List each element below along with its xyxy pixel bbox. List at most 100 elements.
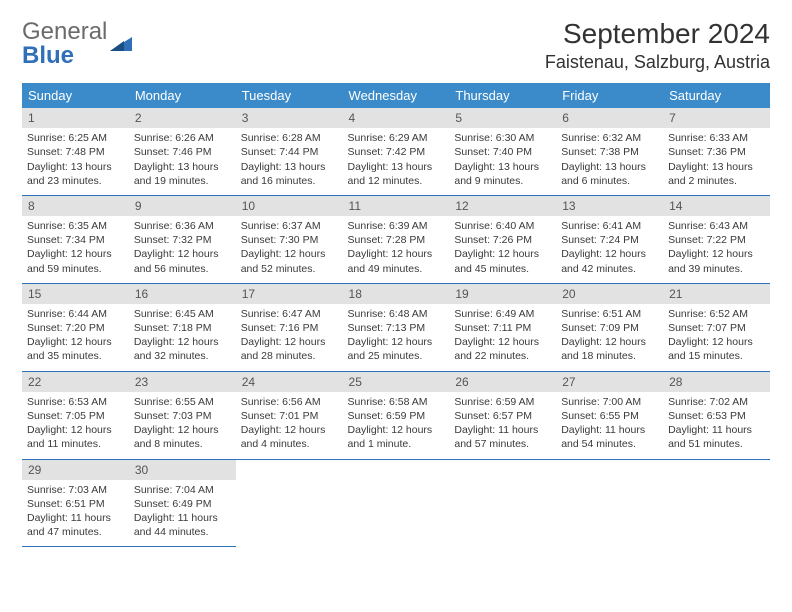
day-cell	[556, 480, 663, 547]
daylight-text: Daylight: 13 hours and 2 minutes.	[668, 161, 753, 187]
day-cell	[449, 480, 556, 547]
day-number: 9	[129, 195, 236, 216]
sunset-text: Sunset: 6:57 PM	[454, 410, 532, 422]
day-number: 8	[22, 195, 129, 216]
day-number	[449, 459, 556, 480]
sunrise-text: Sunrise: 6:58 AM	[348, 396, 428, 408]
sunset-text: Sunset: 7:13 PM	[348, 322, 426, 334]
sunset-text: Sunset: 7:20 PM	[27, 322, 105, 334]
day-number: 16	[129, 283, 236, 304]
sunset-text: Sunset: 6:53 PM	[668, 410, 746, 422]
day-detail-row: Sunrise: 6:25 AMSunset: 7:48 PMDaylight:…	[22, 128, 770, 195]
daylight-text: Daylight: 12 hours and 39 minutes.	[668, 248, 753, 274]
day-cell: Sunrise: 6:32 AM Sunset: 7:38 PM Daylight:…	[556, 128, 663, 195]
sunrise-text: Sunrise: 6:35 AM	[27, 220, 107, 232]
sunset-text: Sunset: 7:32 PM	[134, 234, 212, 246]
day-number: 23	[129, 371, 236, 392]
day-cell: Sunrise: 7:03 AMSunset: 6:51 PMDaylight:…	[22, 480, 129, 547]
sunrise-text: Sunrise: 6:45 AM	[134, 308, 214, 320]
day-cell	[236, 480, 343, 547]
daynum-row: 15161718192021	[22, 283, 770, 304]
day-number: 5	[449, 108, 556, 128]
sunset-text: Sunset: 7:16 PM	[241, 322, 319, 334]
sunset-text: Sunset: 7:38 PM	[561, 146, 639, 158]
daylight-text: Daylight: 12 hours and 25 minutes.	[348, 336, 433, 362]
daylight-text: Daylight: 13 hours and 9 minutes.	[454, 161, 539, 187]
daylight-text: Daylight: 12 hours and 59 minutes.	[27, 248, 112, 274]
sunset-text: Sunset: 7:09 PM	[561, 322, 639, 334]
sunset-text: Sunset: 7:30 PM	[241, 234, 319, 246]
daynum-row: 891011121314	[22, 195, 770, 216]
day-cell: Sunrise: 6:26 AMSunset: 7:46 PMDaylight:…	[129, 128, 236, 195]
day-number: 21	[663, 283, 770, 304]
sunset-text: Sunset: 6:55 PM	[561, 410, 639, 422]
sunrise-text: Sunrise: 6:32 AM	[561, 132, 641, 144]
sunset-text: Sunset: 7:03 PM	[134, 410, 212, 422]
day-detail-row: Sunrise: 6:35 AMSunset: 7:34 PMDaylight:…	[22, 216, 770, 283]
daylight-text: Daylight: 12 hours and 8 minutes.	[134, 424, 219, 450]
sunset-text: Sunset: 7:40 PM	[454, 146, 532, 158]
sunrise-text: Sunrise: 6:39 AM	[348, 220, 428, 232]
day-number: 24	[236, 371, 343, 392]
day-number: 28	[663, 371, 770, 392]
day-cell: Sunrise: 6:45 AM Sunset: 7:18 PM Daylight:…	[129, 304, 236, 371]
day-number: 29	[22, 459, 129, 480]
daylight-text: Daylight: 12 hours and 32 minutes.	[134, 336, 219, 362]
day-detail-row: Sunrise: 6:53 AMSunset: 7:05 PMDaylight:…	[22, 392, 770, 459]
day-cell: Sunrise: 6:51 AMSunset: 7:09 PMDaylight:…	[556, 304, 663, 371]
weekday-header: Thursday	[449, 83, 556, 108]
day-number: 7	[663, 108, 770, 128]
day-number: 22	[22, 371, 129, 392]
month-title: September 2024	[545, 18, 770, 50]
sunrise-text: Sunrise: 6:51 AM	[561, 308, 641, 320]
day-number: 2	[129, 108, 236, 128]
day-number: 12	[449, 195, 556, 216]
sunset-text: Sunset: 7:07 PM	[668, 322, 746, 334]
day-number: 17	[236, 283, 343, 304]
day-detail-row: Sunrise: 6:44 AMSunset: 7:20 PMDaylight:…	[22, 304, 770, 371]
sunrise-text: Sunrise: 6:48 AM	[348, 308, 428, 320]
calendar-table: Sunday Monday Tuesday Wednesday Thursday…	[22, 83, 770, 547]
weekday-header: Wednesday	[343, 83, 450, 108]
sunrise-text: Sunrise: 6:33 AM	[668, 132, 748, 144]
daylight-text: Daylight: 11 hours and 51 minutes.	[668, 424, 752, 450]
day-number	[556, 459, 663, 480]
weekday-header: Monday	[129, 83, 236, 108]
sunset-text: Sunset: 7:24 PM	[561, 234, 639, 246]
sunrise-text: Sunrise: 6:30 AM	[454, 132, 534, 144]
daynum-row: 1234567	[22, 108, 770, 128]
day-number: 26	[449, 371, 556, 392]
day-number	[663, 459, 770, 480]
daylight-text: Daylight: 12 hours and 49 minutes.	[348, 248, 433, 274]
sunrise-text: Sunrise: 6:59 AM	[454, 396, 534, 408]
daylight-text: Daylight: 11 hours and 44 minutes.	[134, 512, 218, 538]
sunrise-text: Sunrise: 6:53 AM	[27, 396, 107, 408]
day-cell: Sunrise: 6:55 AMSunset: 7:03 PMDaylight:…	[129, 392, 236, 459]
sunrise-text: Sunrise: 6:56 AM	[241, 396, 321, 408]
daylight-text: Daylight: 12 hours and 4 minutes.	[241, 424, 326, 450]
sunrise-text: Sunrise: 6:40 AM	[454, 220, 534, 232]
sunset-text: Sunset: 7:26 PM	[454, 234, 532, 246]
day-cell: Sunrise: 6:33 AM Sunset: 7:36 PM Daylight:…	[663, 128, 770, 195]
day-cell: Sunrise: 6:29 AMSunset: 7:42 PMDaylight:…	[343, 128, 450, 195]
sunrise-text: Sunrise: 7:00 AM	[561, 396, 641, 408]
daylight-text: Daylight: 13 hours and 16 minutes.	[241, 161, 326, 187]
day-cell: Sunrise: 7:00 AM Sunset: 6:55 PM Daylight:…	[556, 392, 663, 459]
sunset-text: Sunset: 6:51 PM	[27, 498, 105, 510]
daylight-text: Daylight: 12 hours and 15 minutes.	[668, 336, 753, 362]
daynum-row: 2930	[22, 459, 770, 480]
sunset-text: Sunset: 7:18 PM	[134, 322, 212, 334]
day-number: 4	[343, 108, 450, 128]
day-number: 20	[556, 283, 663, 304]
day-number: 18	[343, 283, 450, 304]
location-subtitle: Faistenau, Salzburg, Austria	[545, 52, 770, 73]
day-number: 14	[663, 195, 770, 216]
day-cell: Sunrise: 6:53 AMSunset: 7:05 PMDaylight:…	[22, 392, 129, 459]
daylight-text: Daylight: 11 hours and 54 minutes.	[561, 424, 645, 450]
day-cell: Sunrise: 6:52 AMSunset: 7:07 PMDaylight:…	[663, 304, 770, 371]
sunset-text: Sunset: 7:36 PM	[668, 146, 746, 158]
sunset-text: Sunset: 6:49 PM	[134, 498, 212, 510]
daylight-text: Daylight: 13 hours and 6 minutes.	[561, 161, 646, 187]
sunrise-text: Sunrise: 6:36 AM	[134, 220, 214, 232]
brand-logo: GeneralBlue	[22, 18, 132, 70]
